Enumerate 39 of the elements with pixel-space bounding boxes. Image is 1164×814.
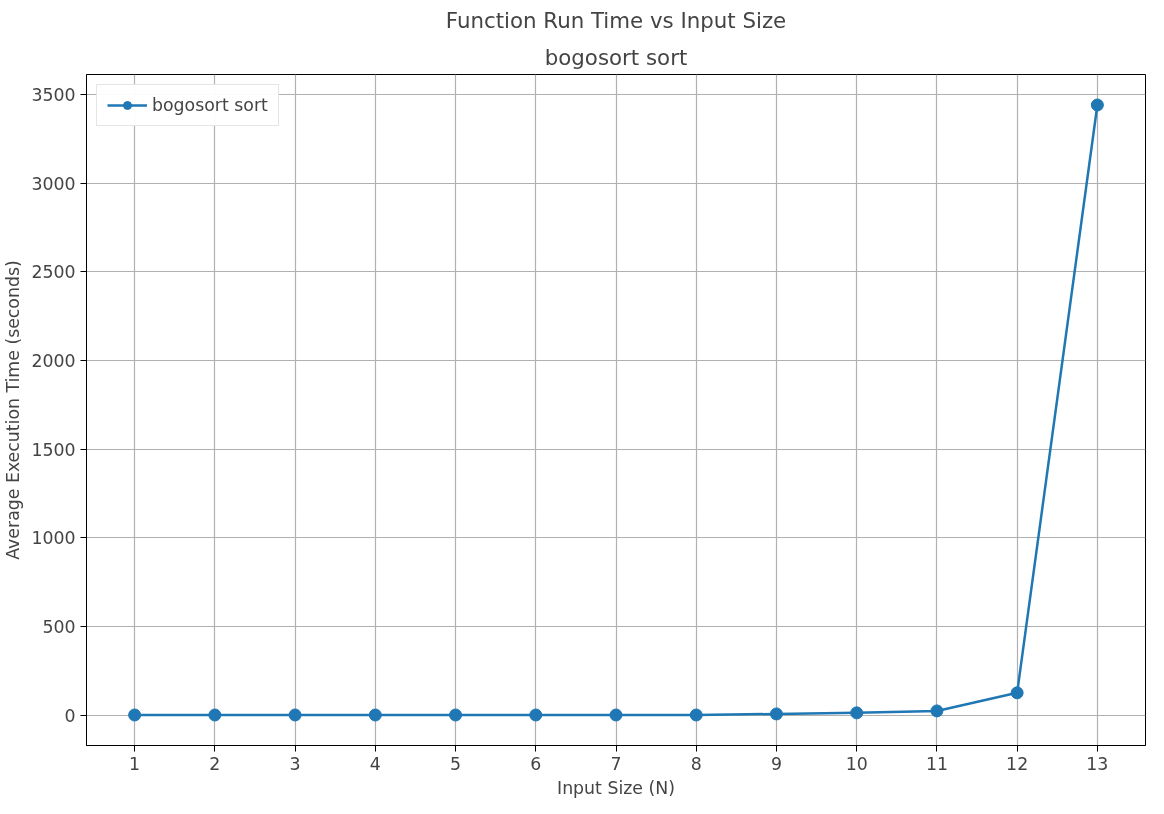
x-tick-label: 4 [369,753,381,774]
x-tick-label: 1 [129,753,141,774]
x-tick-label: 13 [1086,753,1109,774]
chart-title: Function Run Time vs Input Size [445,7,787,33]
x-axis-title: Input Size (N) [557,777,675,798]
point [1090,98,1104,112]
point [449,708,463,722]
point [689,708,703,722]
y-tick-label: 2000 [31,350,76,371]
x-tick-label: 8 [690,753,702,774]
y-tick-label: 0 [64,705,76,726]
y-tick-label: 3500 [31,84,76,105]
point [850,706,864,720]
x-tick-label: 3 [289,753,301,774]
point [769,707,783,721]
point [128,708,142,722]
point [609,708,623,722]
point [208,708,222,722]
point [288,708,302,722]
y-tick-label: 3000 [31,173,76,194]
y-axis-title: Average Execution Time (seconds) [3,260,24,560]
x-tick-label: 12 [1006,753,1029,774]
x-tick-label: 6 [530,753,542,774]
x-tick-label: 11 [925,753,948,774]
y-tick-label: 500 [42,616,76,637]
chart-subtitle: bogosort sort [544,44,688,70]
x-tick-label: 9 [770,753,782,774]
x-tick-label: 2 [209,753,221,774]
x-tick-label: 7 [610,753,622,774]
x-tick-label: 10 [845,753,868,774]
x-tick-label: 5 [450,753,462,774]
point [368,708,382,722]
legend-label: bogosort sort [152,95,268,115]
y-tick-label: 1000 [31,528,76,549]
point [930,704,944,718]
y-tick-label: 2500 [31,262,76,283]
y-tick-label: 1500 [31,439,76,460]
point [529,708,543,722]
point [1010,686,1024,700]
